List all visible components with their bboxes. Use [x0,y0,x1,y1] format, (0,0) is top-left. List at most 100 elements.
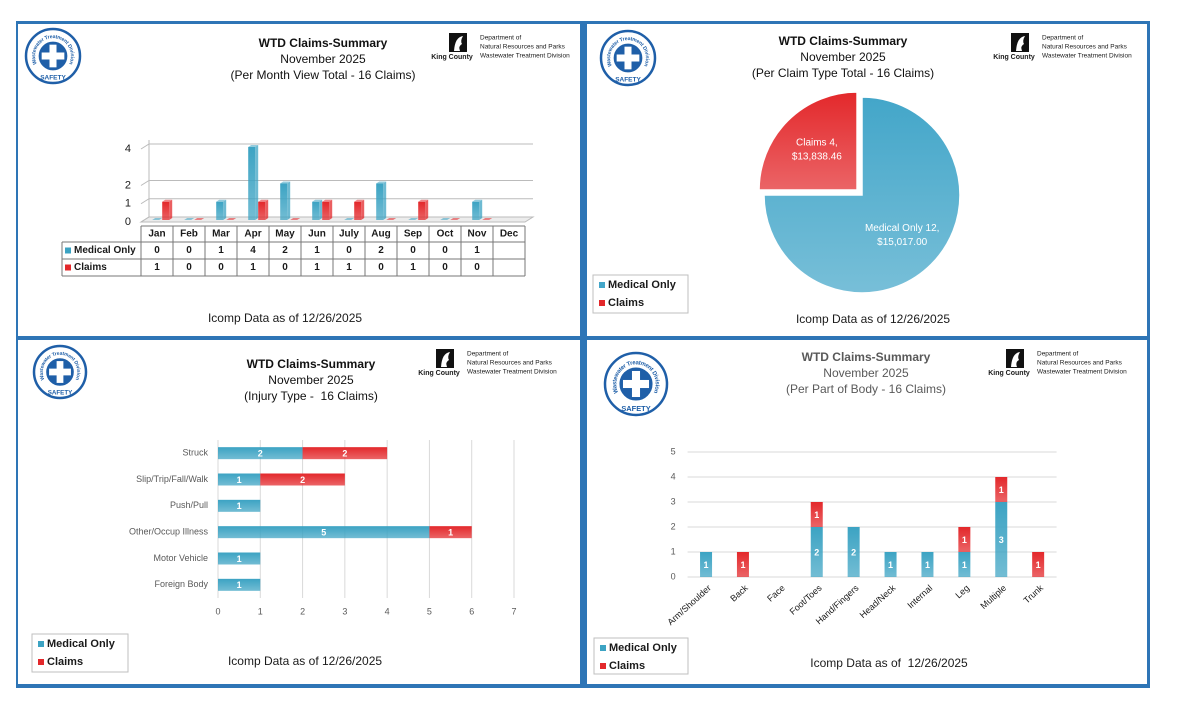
bar-segment [218,499,261,512]
bar-top [162,199,173,202]
data-table-value: 1 [314,245,320,256]
chart-subtitle: (Per Part of Body - 16 Claims) [786,382,946,396]
bar-top [194,218,205,220]
data-label: Medical Only 12, [865,223,939,234]
bar-top [450,218,461,220]
legend-swatch [599,282,605,288]
bar [472,201,480,220]
data-table-value: 0 [378,262,384,273]
x-tick-label: Head/Neck [858,582,898,620]
agency-logo-portrait [1016,36,1025,51]
safety-logo-cross [49,368,71,376]
bar-top [290,218,301,220]
x-tick-label: Oct [437,229,454,240]
chart-footer: Icomp Data as of 12/26/2025 [228,654,382,668]
chart-subtitle: November 2025 [800,50,886,64]
chart-panel: WTD Claims-Summary November 2025 (Per Part… [587,340,1147,684]
agency-logo-portrait [441,352,450,367]
department-line: Department of [467,351,508,358]
x-tick-label: Arm/Shoulder [665,583,713,627]
agency-name: King County [988,370,1030,377]
data-label: 1 [999,485,1004,495]
chart-subtitle: (Per Month View Total - 16 Claims) [231,68,416,82]
bar-segment [218,526,430,539]
data-table-value: 0 [442,245,448,256]
chart-subtitle: (Per Claim Type Total - 16 Claims) [752,66,934,80]
chart-footer: Icomp Data as of 12/26/2025 [810,656,968,670]
x-tick-label: Sep [404,229,422,240]
x-tick-label: Leg [953,583,971,600]
chart-subtitle: November 2025 [268,373,354,387]
data-label: 1 [814,510,819,520]
y-tick-label: Slip/Trip/Fall/Walk [136,474,208,484]
agency-name: King County [418,370,460,377]
bar-segment [958,527,971,552]
chart-title: WTD Claims-Summary [259,36,388,50]
chart-title: WTD Claims-Summary [779,34,908,48]
bar-top [312,199,323,202]
data-table-value: 1 [154,262,160,273]
x-tick-label: 7 [511,606,516,616]
y-tick-label: Motor Vehicle [153,553,208,563]
x-tick-label: Nov [468,229,487,240]
data-label: 1 [925,560,930,570]
safety-logo-badge: SAFETY [48,389,73,396]
safety-logo-badge: SAFETY [621,404,650,413]
bar-top [184,218,195,220]
data-table-value: 1 [218,245,224,256]
data-label: 5 [321,528,326,538]
bar-segment [810,502,823,527]
legend-swatch [65,247,71,254]
legend-label: Claims [609,660,645,672]
bar-side [169,199,173,220]
chart-panel: WTD Claims-Summary November 2025 (Injury T… [18,340,580,684]
bar-segment [218,473,261,486]
data-label: 2 [258,449,263,459]
y-tick-label: 2 [125,179,131,191]
x-tick-label: Foot/Toes [788,582,824,616]
data-label: 1 [1036,560,1041,570]
safety-logo-cross [622,379,650,389]
bar [248,147,256,220]
data-label: $13,838.46 [792,151,842,162]
x-tick-label: Apr [244,229,261,240]
bar-top [258,199,269,202]
bar-top [440,218,451,220]
x-tick-label: Feb [180,229,198,240]
bar-segment [884,552,897,577]
bar [216,201,224,220]
legend-label: Claims [74,262,107,273]
data-table-value: 0 [218,262,224,273]
grid-line [140,143,533,150]
y-tick-label: 4 [125,143,131,155]
department-line: Wastewater Treatment Division [1037,369,1127,376]
bar-side [223,199,227,220]
data-table-value: 0 [186,262,192,273]
y-tick-label: 1 [671,546,676,556]
grid-line [140,216,533,223]
y-tick-label: 4 [671,471,676,481]
chart-footer: Icomp Data as of 12/26/2025 [208,311,362,325]
bar-top [226,218,237,220]
data-table-value: 2 [282,245,288,256]
legend-swatch [600,663,606,669]
department-line: Department of [1042,35,1083,42]
bar [418,201,426,220]
safety-logo-badge: SAFETY [40,74,66,81]
safety-logo-badge: SAFETY [615,76,641,83]
x-tick-label: Multiple [978,583,1008,611]
x-tick-label: Back [728,582,750,603]
department-line: Natural Resources and Parks [1042,44,1128,51]
y-tick-label: 0 [125,216,131,228]
data-table-value: 0 [186,245,192,256]
data-label: 1 [448,528,453,538]
bar [376,183,384,220]
chart-title: WTD Claims-Summary [802,350,931,364]
x-tick-label: Dec [500,229,519,240]
data-table-value: 0 [282,262,288,273]
bar-segment [810,527,823,577]
bar-top [322,199,333,202]
x-tick-label: Internal [905,583,934,611]
data-table-value: 0 [442,262,448,273]
legend-label: Medical Only [47,638,116,650]
